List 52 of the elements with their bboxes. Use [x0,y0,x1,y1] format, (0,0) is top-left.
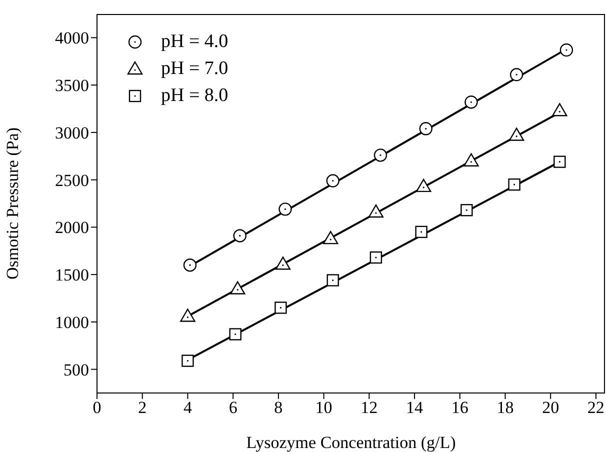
point [560,43,574,57]
point [230,281,246,294]
point [416,178,432,192]
point [180,308,196,322]
point [326,174,340,188]
x-tick-label: 2 [138,398,147,418]
y-tick-label: 2500 [55,170,89,190]
point [278,202,292,216]
y-tick-label: 2000 [55,218,89,238]
x-tick-label: 22 [587,398,604,418]
point [464,153,479,166]
point [464,96,478,109]
legend-label: pH = 8.0 [161,84,228,106]
point [374,148,388,162]
legend-label: pH = 4.0 [161,30,228,52]
y-axis-title: Osmotic Pressure (Pa) [3,127,22,280]
x-axis-title: Lysozyme Concentration (g/L) [246,433,456,452]
point [183,258,197,272]
x-tick-label: 16 [451,398,468,418]
point [275,256,291,270]
point [510,68,524,82]
point [233,229,246,242]
x-tick-label: 18 [496,398,514,418]
point [368,204,384,218]
point [508,128,524,141]
point [322,230,338,244]
point [229,328,242,340]
y-tick-label: 4000 [55,28,89,48]
x-tick-label: 8 [274,398,283,418]
x-tick-label: 12 [360,398,378,418]
x-tick-label: 20 [542,398,560,418]
y-tick-label: 500 [64,360,89,380]
y-tick-label: 1500 [55,266,89,285]
y-tick-label: 1000 [55,312,89,332]
point [508,178,520,191]
y-tick-label: 3000 [55,123,89,142]
x-tick-label: 4 [183,398,192,418]
y-tick-label: 3500 [55,76,89,96]
legend-label: pH = 7.0 [161,58,228,80]
point [460,204,473,216]
point [182,354,194,367]
point [554,156,566,168]
point [326,274,339,286]
x-tick-label: 0 [92,398,102,418]
point [415,226,428,238]
point [419,122,432,136]
x-tick-label: 6 [228,398,238,418]
x-tick-label: 10 [315,398,332,418]
x-tick-label: 14 [406,398,424,418]
point [274,302,287,314]
point [552,103,568,116]
point [370,251,382,264]
